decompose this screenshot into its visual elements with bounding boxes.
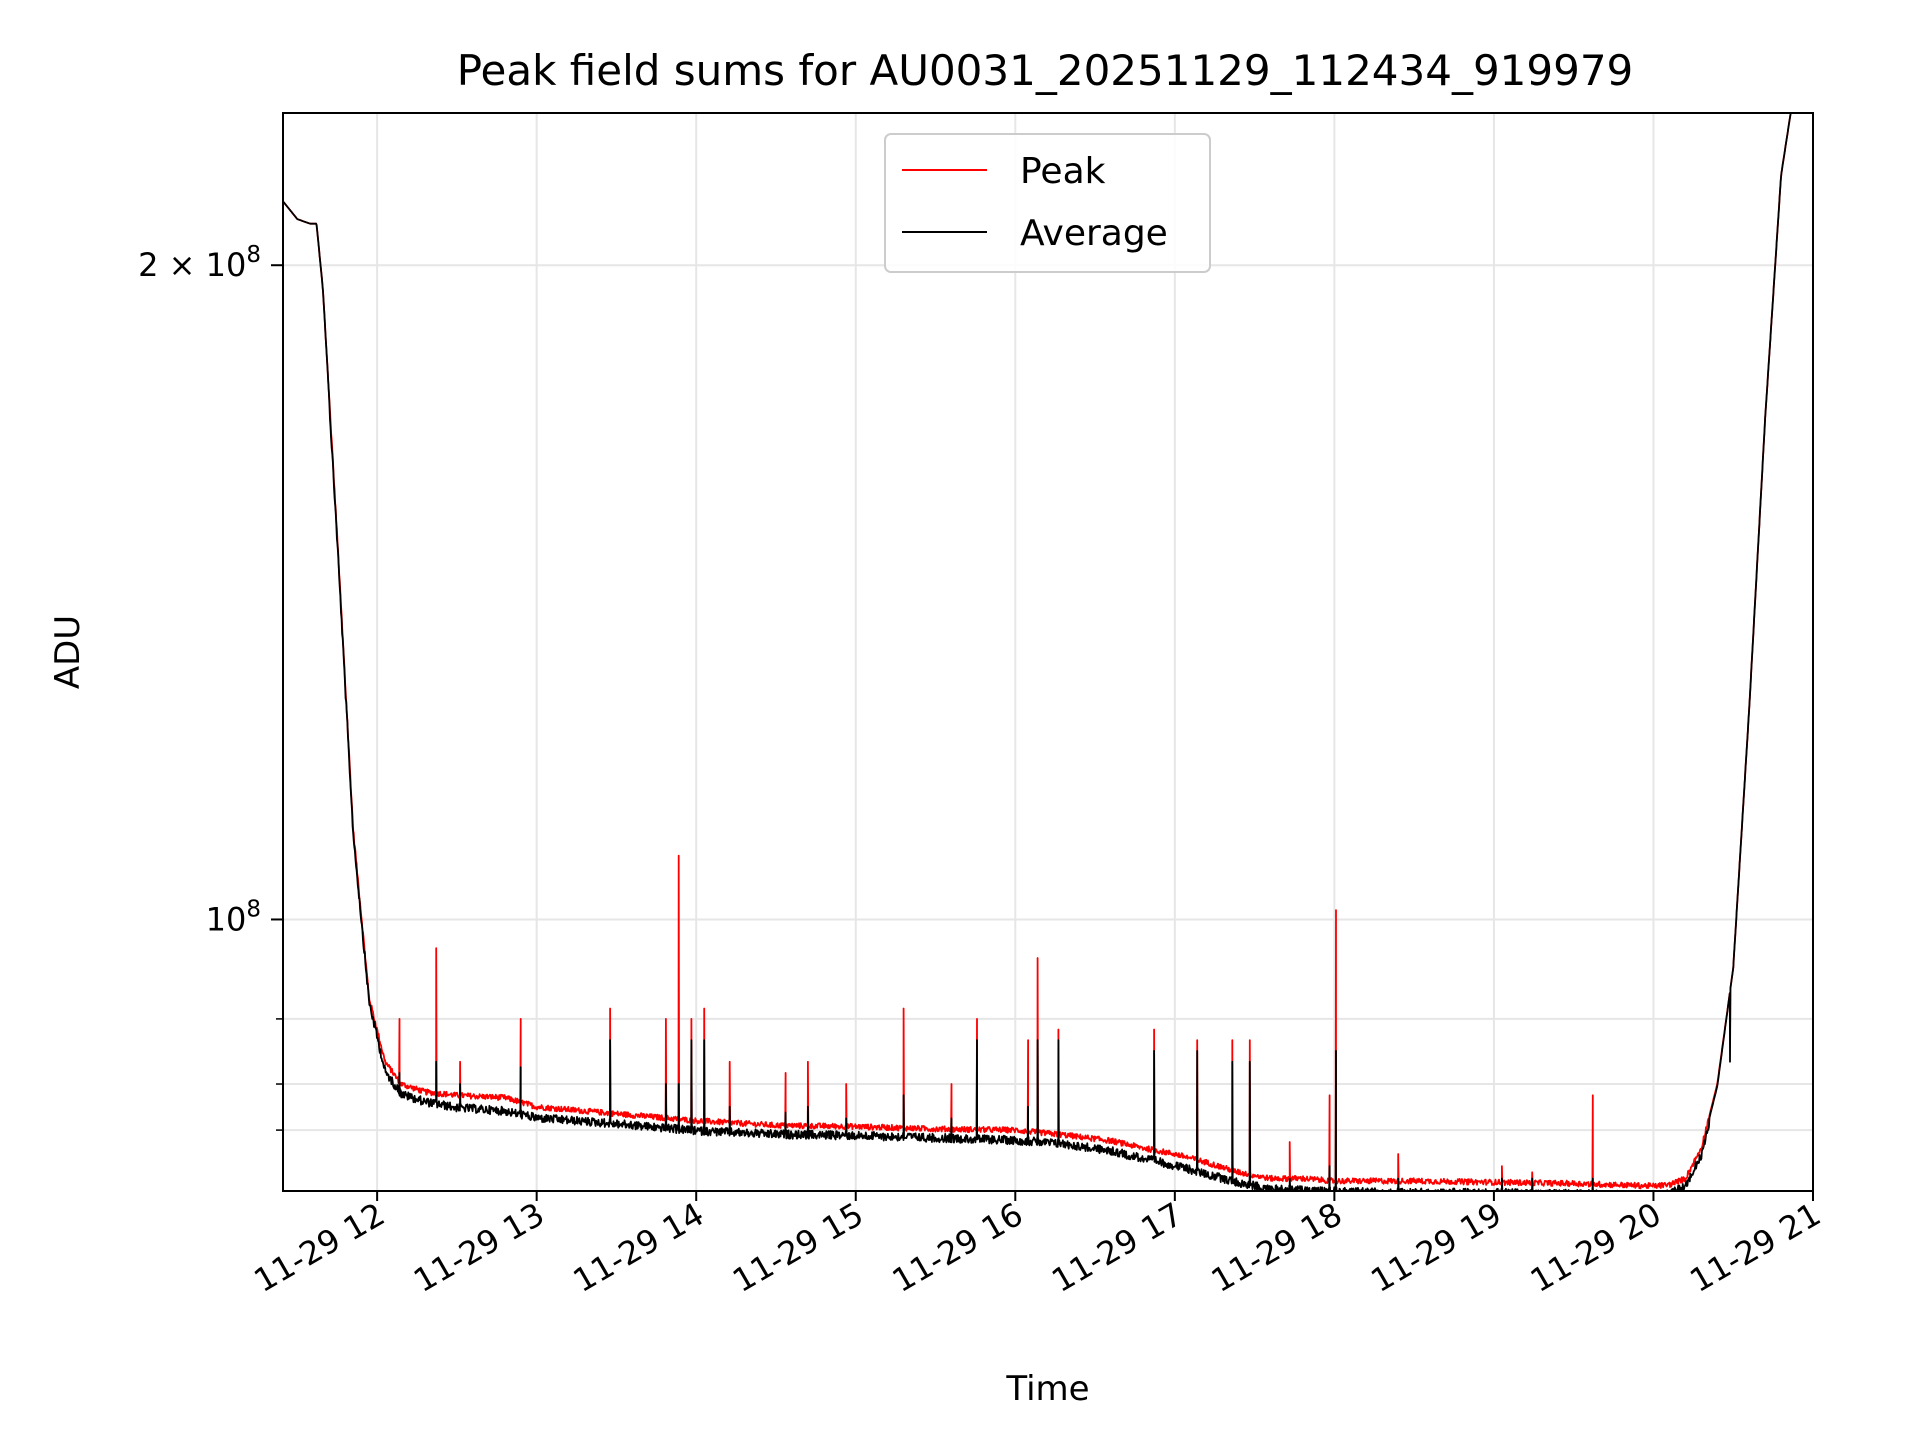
legend-frame [884,133,1211,273]
series-line-peak [283,113,1792,1190]
x-axis-label: Time [1005,1369,1089,1409]
legend-label-average: Average [1020,213,1168,254]
legend: Peak Average [884,133,1211,273]
y-tick-label: 108 [206,896,261,938]
chart-title: Peak field sums for AU0031_20251129_1124… [457,46,1634,95]
plot-frame [282,112,1814,1192]
y-axis-label: ADU [48,615,88,689]
series-line-average [283,113,1792,1191]
series-layer [283,113,1792,1191]
legend-label-peak: Peak [1020,151,1106,192]
y-tick-label: 2 × 108 [138,242,261,284]
